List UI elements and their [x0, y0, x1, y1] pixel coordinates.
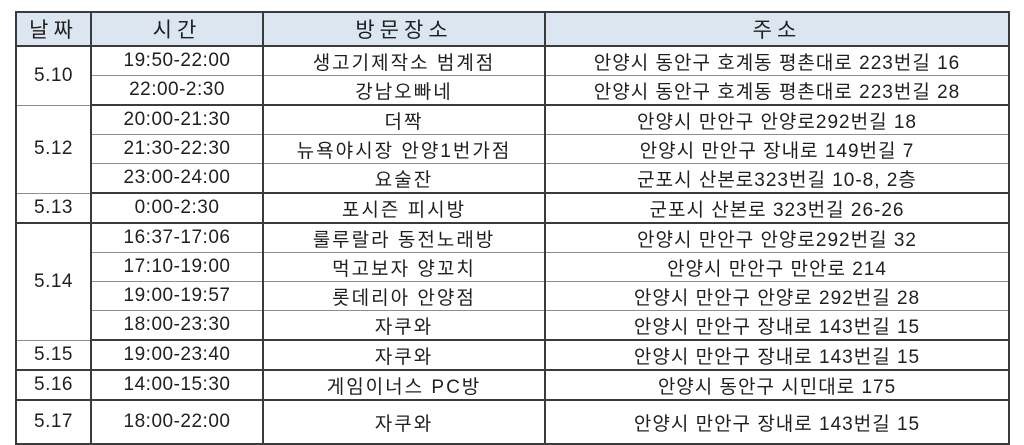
cell-place: 강남오빠네 [262, 75, 546, 106]
table-row: 5.17 18:00-22:00 자쿠와 안양시 만안구 장내로 143번길 15 [15, 400, 1010, 445]
cell-time: 16:37-17:06 [90, 223, 264, 253]
cell-address: 안양시 동안구 호계동 평촌대로 223번길 16 [544, 46, 1010, 76]
cell-time: 20:00-21:30 [90, 105, 264, 135]
cell-place: 자쿠와 [262, 310, 546, 341]
cell-place: 자쿠와 [262, 400, 546, 445]
cell-time: 19:00-23:40 [90, 340, 264, 371]
cell-place: 먹고보자 양꼬치 [262, 252, 546, 282]
table-row: 17:10-19:00 먹고보자 양꼬치 안양시 만안구 만안로 214 [16, 252, 1010, 282]
cell-address: 안양시 만안구 안양로 292번길 28 [544, 281, 1010, 311]
cell-time: 19:50-22:00 [90, 46, 264, 76]
cell-place: 생고기제작소 범계점 [262, 46, 546, 76]
cell-place: 포시즌 피시방 [262, 193, 546, 224]
cell-place: 뉴욕야시장 안양1번가점 [262, 134, 546, 164]
cell-time: 19:00-19:57 [90, 281, 264, 311]
cell-place: 게임이너스 PC방 [262, 370, 546, 401]
cell-address: 군포시 산본로 323번길 26-26 [544, 193, 1010, 224]
cell-time: 18:00-22:00 [90, 400, 264, 445]
cell-date: 5.14 [15, 223, 92, 341]
cell-place: 요술잔 [262, 163, 546, 194]
cell-place: 자쿠와 [262, 340, 546, 371]
table-row: 5.12 20:00-21:30 더짝 안양시 만안구 안양로292번길 18 [15, 105, 1010, 194]
cell-address: 안양시 만안구 장내로 143번길 15 [544, 400, 1010, 445]
cell-address: 안양시 만안구 장내로 149번길 7 [544, 134, 1010, 164]
cell-date: 5.13 [15, 193, 92, 224]
cell-address: 안양시 만안구 안양로292번길 32 [544, 223, 1010, 253]
cell-place: 롯데리아 안양점 [262, 281, 546, 311]
table-row: 5.15 19:00-23:40 자쿠와 안양시 만안구 장내로 143번길 15 [15, 340, 1010, 371]
table-row: 5.13 0:00-2:30 포시즌 피시방 군포시 산본로 323번길 26-26 [15, 193, 1010, 224]
cell-address: 군포시 산본로323번길 10-8, 2층 [544, 163, 1010, 194]
cell-address: 안양시 만안구 장내로 143번길 15 [544, 310, 1010, 341]
cell-address: 안양시 만안구 만안로 214 [544, 252, 1010, 282]
cell-time: 21:30-22:30 [90, 134, 264, 164]
table-row: 22:00-2:30 강남오빠네 안양시 동안구 호계동 평촌대로 223번길 28 [16, 75, 1010, 106]
cell-time: 0:00-2:30 [90, 193, 264, 224]
cell-place: 더짝 [262, 105, 546, 135]
column-header-address: 주소 [544, 11, 1010, 47]
table-row: 18:00-23:30 자쿠와 안양시 만안구 장내로 143번길 15 [16, 310, 1010, 341]
cell-address: 안양시 만안구 장내로 143번길 15 [544, 340, 1010, 371]
column-header-date: 날짜 [15, 11, 92, 47]
table-row: 5.14 16:37-17:06 룰루랄라 동전노래방 안양시 만안구 안양로292번… [15, 223, 1010, 341]
cell-address: 안양시 동안구 시민대로 175 [544, 370, 1010, 401]
cell-time: 23:00-24:00 [90, 163, 264, 194]
table-row: 21:30-22:30 뉴욕야시장 안양1번가점 안양시 만안구 장내로 149번길… [16, 134, 1010, 164]
cell-time: 14:00-15:30 [90, 370, 264, 401]
column-header-place: 방문장소 [262, 11, 546, 47]
cell-time: 22:00-2:30 [90, 75, 264, 106]
table-row: 23:00-24:00 요술잔 군포시 산본로323번길 10-8, 2층 [16, 163, 1010, 194]
cell-date: 5.12 [15, 105, 92, 194]
cell-date: 5.15 [15, 340, 92, 371]
visit-log-table: 날짜 시간 방문장소 주소 5.10 19:50-22:00 생고기제작소 범계점 안… [15, 11, 1010, 445]
cell-date: 5.17 [15, 400, 92, 445]
table-header: 날짜 시간 방문장소 주소 [15, 11, 1010, 47]
cell-time: 18:00-23:30 [90, 310, 264, 341]
cell-time: 17:10-19:00 [90, 252, 264, 282]
column-header-time: 시간 [90, 11, 264, 47]
cell-address: 안양시 동안구 호계동 평촌대로 223번길 28 [544, 75, 1010, 106]
table-row: 5.16 14:00-15:30 게임이너스 PC방 안양시 동안구 시민대로 175 [15, 370, 1010, 401]
header-row: 날짜 시간 방문장소 주소 [15, 11, 1010, 47]
table-body: 5.10 19:50-22:00 생고기제작소 범계점 안양시 동안구 호계동 평촌대… [15, 46, 1010, 445]
cell-date: 5.16 [15, 370, 92, 401]
cell-address: 안양시 만안구 안양로292번길 18 [544, 105, 1010, 135]
cell-place: 룰루랄라 동전노래방 [262, 223, 546, 253]
table-row: 5.10 19:50-22:00 생고기제작소 범계점 안양시 동안구 호계동 평촌대… [15, 46, 1010, 106]
cell-date: 5.10 [15, 46, 92, 106]
table-row: 19:00-19:57 롯데리아 안양점 안양시 만안구 안양로 292번길 28 [16, 281, 1010, 311]
